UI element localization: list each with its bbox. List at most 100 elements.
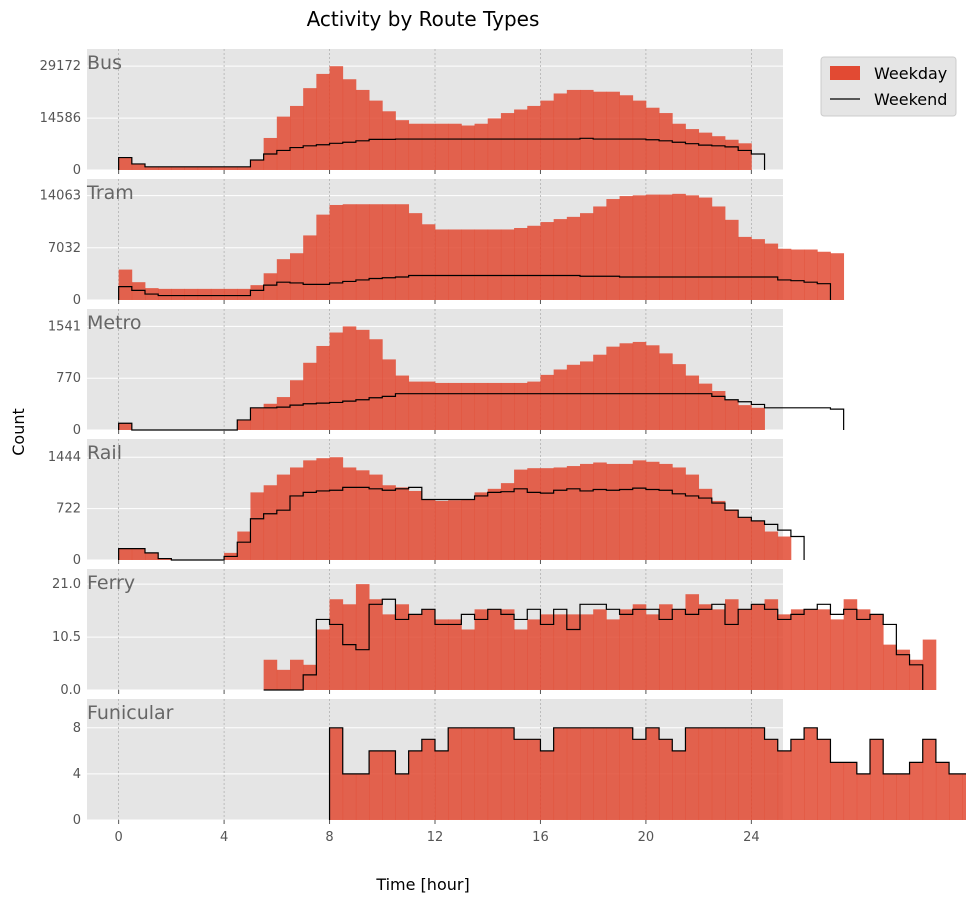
weekday-bar — [540, 750, 555, 820]
weekday-bar — [421, 739, 436, 820]
weekday-bar — [237, 531, 251, 560]
weekday-bar — [527, 105, 541, 170]
weekday-bar — [237, 419, 251, 430]
weekday-bar — [711, 727, 726, 820]
x-tick-label: 24 — [743, 830, 760, 845]
weekday-bar — [250, 492, 265, 560]
legend-weekday-label: Weekday — [874, 64, 947, 83]
weekday-bar — [197, 288, 212, 300]
weekday-bar — [276, 397, 291, 430]
x-tick-label: 20 — [638, 830, 655, 845]
weekday-bar — [711, 609, 726, 690]
x-axis-label: Time [hour] — [375, 875, 469, 894]
weekday-bar — [685, 727, 700, 820]
weekday-bar — [131, 282, 146, 300]
weekday-bar — [303, 460, 317, 560]
weekday-bar — [303, 88, 317, 170]
x-tick-label: 8 — [325, 830, 333, 845]
weekday-bar — [527, 225, 541, 300]
weekday-bar — [303, 664, 317, 690]
weekday-bar — [514, 629, 528, 690]
weekday-bar — [329, 599, 344, 690]
weekday-bar — [131, 548, 146, 560]
y-tick-label: 1541 — [48, 319, 81, 334]
weekday-bar — [474, 123, 489, 170]
weekday-bar — [514, 227, 528, 300]
weekday-bar — [237, 288, 251, 300]
weekday-bar — [421, 609, 436, 690]
weekday-bar — [553, 369, 568, 430]
weekday-bar — [751, 604, 765, 690]
weekend-step-line — [263, 598, 924, 691]
weekday-bar — [566, 89, 581, 170]
weekday-bar — [935, 762, 950, 820]
weekday-bar — [329, 66, 344, 170]
weekday-bar — [725, 139, 739, 170]
weekday-bar — [883, 773, 897, 820]
weekday-bar — [790, 249, 805, 300]
weekday-bar — [606, 346, 620, 430]
weekday-bar — [408, 381, 423, 430]
weekday-bar — [382, 614, 396, 690]
weekday-bar — [870, 614, 884, 690]
weekday-bar — [685, 474, 700, 560]
weekday-bar — [685, 129, 700, 170]
weekday-bar — [461, 125, 475, 170]
weekday-bar — [817, 251, 831, 300]
weekday-bar — [329, 332, 344, 430]
legend-weekday-swatch — [830, 66, 860, 80]
panel-ferry: 0.0 10.5 21.0 Ferry — [52, 569, 937, 698]
weekday-bar — [645, 194, 660, 300]
weekday-bar — [830, 619, 845, 690]
weekday-bar — [725, 219, 739, 300]
y-tick-label: 0.0 — [60, 683, 81, 698]
weekday-bar — [355, 89, 370, 170]
weekday-bar — [514, 382, 528, 430]
weekday-bar — [698, 197, 713, 300]
weekday-bar — [725, 599, 739, 690]
weekday-bar — [883, 644, 897, 690]
weekday-bar — [580, 614, 594, 690]
weekday-bar — [540, 222, 555, 300]
weekday-bar — [645, 345, 660, 430]
weekday-bar — [461, 629, 475, 690]
weekday-bar — [276, 259, 291, 300]
weekday-bar — [118, 548, 133, 560]
y-axis-label: Count — [9, 408, 28, 456]
weekday-bar — [896, 773, 910, 820]
weekday-bar — [395, 487, 410, 560]
weekday-bar — [131, 163, 146, 170]
weekday-bar — [316, 345, 330, 430]
weekday-bar — [290, 467, 304, 560]
weekday-bar — [580, 727, 594, 820]
weekday-bar — [500, 382, 515, 430]
panel-label-metro: Metro — [87, 312, 142, 334]
panel-label-bus: Bus — [87, 52, 122, 74]
weekday-bar — [395, 204, 410, 300]
weekday-bar — [804, 609, 818, 690]
weekday-bar — [250, 407, 265, 430]
weekday-bar — [290, 659, 304, 690]
panel-rail: 0 722 1444 Rail — [48, 439, 805, 568]
weekday-bar — [355, 584, 370, 690]
weekday-bar — [395, 375, 410, 430]
weekday-bar — [738, 236, 752, 300]
weekday-bar — [263, 659, 278, 690]
weekday-bar — [764, 243, 779, 300]
weekday-bar — [817, 739, 831, 820]
weekday-bar — [540, 468, 555, 560]
y-tick-label: 0 — [73, 423, 81, 438]
weekday-bar — [382, 204, 396, 300]
weekday-bar — [856, 609, 871, 690]
weekday-bar — [659, 463, 673, 560]
weekday-bar — [382, 359, 396, 430]
weekday-bar — [817, 609, 831, 690]
weekday-bar — [751, 520, 765, 560]
weekday-bar — [421, 499, 436, 560]
weekday-bar — [580, 463, 594, 560]
panel-metro: 0 770 1541 Metro — [48, 309, 845, 438]
weekday-bar — [698, 727, 713, 820]
weekday-bar — [487, 488, 502, 560]
weekday-bar — [659, 604, 673, 690]
weekday-bar — [738, 727, 752, 820]
